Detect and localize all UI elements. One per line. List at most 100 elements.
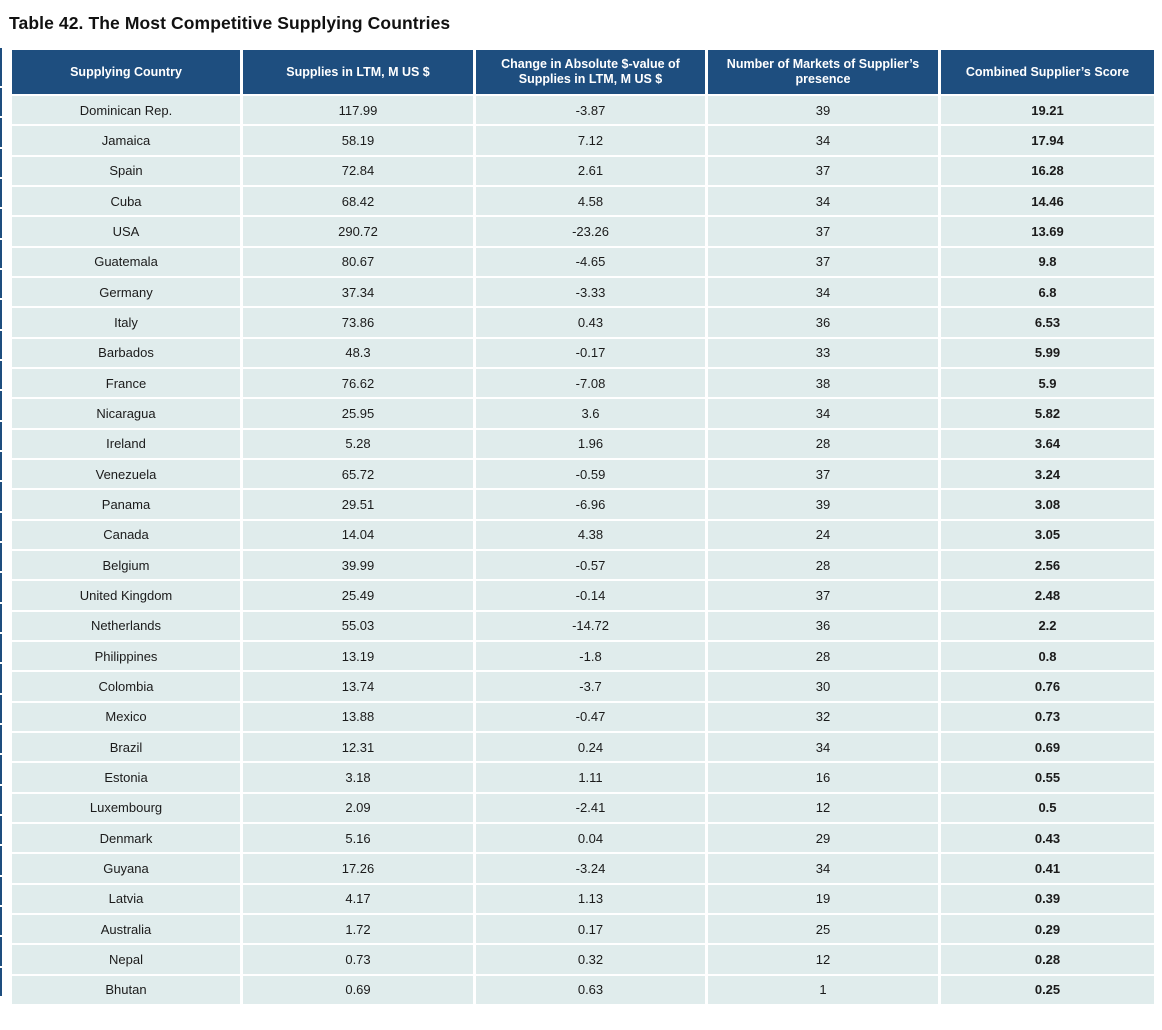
cell-change-in-absolute-value: -3.87 (473, 93, 708, 127)
table-row: Mexico 13.88 -0.47 32 0.73 (9, 700, 1157, 733)
table-row: Dominican Rep. 117.99 -3.87 39 19.21 (9, 93, 1157, 127)
cell-change-in-absolute-value: 4.58 (473, 184, 708, 218)
cell-supplies-in-ltm: 58.19 (240, 124, 476, 157)
cell-supplying-country: Italy (9, 306, 243, 339)
cell-combined-score: 0.69 (938, 730, 1157, 764)
cell-number-of-markets: 39 (705, 488, 941, 521)
cell-change-in-absolute-value: 0.24 (473, 730, 708, 764)
cell-supplies-in-ltm: 14.04 (240, 518, 476, 551)
header-row: Supplying Country Supplies in LTM, M US $… (9, 48, 1157, 96)
cell-supplies-in-ltm: 80.67 (240, 245, 476, 278)
table-row: Latvia 4.17 1.13 19 0.39 (9, 882, 1157, 915)
cell-supplying-country: Bhutan (9, 973, 243, 1006)
cell-combined-score: 0.29 (938, 912, 1157, 946)
cell-combined-score: 0.55 (938, 761, 1157, 794)
table-row: Australia 1.72 0.17 25 0.29 (9, 912, 1157, 946)
cell-combined-score: 5.9 (938, 366, 1157, 400)
table-left-edge-mark (0, 512, 2, 541)
table-row: USA 290.72 -23.26 37 13.69 (9, 215, 1157, 248)
cell-change-in-absolute-value: 1.11 (473, 761, 708, 794)
table-left-edge-mark (0, 88, 2, 117)
cell-change-in-absolute-value: 1.96 (473, 427, 708, 460)
table-left-edge-mark (0, 664, 2, 693)
table-row: Spain 72.84 2.61 37 16.28 (9, 154, 1157, 187)
table-left-edge-mark (0, 148, 2, 177)
table-left-edge-mark (0, 360, 2, 390)
cell-number-of-markets: 32 (705, 700, 941, 733)
table-left-edge-mark (0, 391, 2, 420)
cell-change-in-absolute-value: 1.13 (473, 882, 708, 915)
cell-combined-score: 0.76 (938, 670, 1157, 703)
cell-combined-score: 17.94 (938, 124, 1157, 157)
cell-change-in-absolute-value: -1.8 (473, 639, 708, 673)
cell-supplying-country: France (9, 366, 243, 400)
table-left-edge-mark (0, 846, 2, 875)
cell-number-of-markets: 12 (705, 791, 941, 824)
cell-combined-score: 0.28 (938, 943, 1157, 976)
cell-supplying-country: Spain (9, 154, 243, 187)
cell-combined-score: 2.48 (938, 579, 1157, 612)
cell-change-in-absolute-value: 0.63 (473, 973, 708, 1006)
cell-supplies-in-ltm: 13.19 (240, 639, 476, 673)
cell-change-in-absolute-value: -7.08 (473, 366, 708, 400)
cell-supplying-country: Australia (9, 912, 243, 946)
cell-change-in-absolute-value: 4.38 (473, 518, 708, 551)
cell-supplies-in-ltm: 73.86 (240, 306, 476, 339)
table-row: Guatemala 80.67 -4.65 37 9.8 (9, 245, 1157, 278)
table-row: France 76.62 -7.08 38 5.9 (9, 366, 1157, 400)
cell-number-of-markets: 25 (705, 912, 941, 946)
table-left-edge-mark (0, 785, 2, 814)
cell-supplying-country: Luxembourg (9, 791, 243, 824)
cell-change-in-absolute-value: -0.14 (473, 579, 708, 612)
cell-supplying-country: Barbados (9, 336, 243, 369)
cell-change-in-absolute-value: -4.65 (473, 245, 708, 278)
cell-change-in-absolute-value: 0.04 (473, 821, 708, 855)
table-left-edge-mark (0, 330, 2, 359)
cell-combined-score: 0.43 (938, 821, 1157, 855)
cell-combined-score: 9.8 (938, 245, 1157, 278)
cell-supplies-in-ltm: 290.72 (240, 215, 476, 248)
cell-supplies-in-ltm: 0.69 (240, 973, 476, 1006)
cell-supplying-country: Netherlands (9, 609, 243, 642)
cell-change-in-absolute-value: -0.59 (473, 457, 708, 491)
cell-supplies-in-ltm: 1.72 (240, 912, 476, 946)
cell-combined-score: 14.46 (938, 184, 1157, 218)
table-row: Barbados 48.3 -0.17 33 5.99 (9, 336, 1157, 369)
table-left-edge-marks (0, 48, 2, 996)
table-left-edge-mark (0, 603, 2, 632)
cell-change-in-absolute-value: -0.57 (473, 548, 708, 582)
table-row: Philippines 13.19 -1.8 28 0.8 (9, 639, 1157, 673)
cell-combined-score: 3.24 (938, 457, 1157, 491)
cell-supplying-country: Guyana (9, 852, 243, 885)
cell-supplying-country: Nepal (9, 943, 243, 976)
column-header-combined-score: Combined Supplier’s Score (938, 48, 1157, 96)
table-left-edge-mark (0, 48, 2, 86)
cell-change-in-absolute-value: -2.41 (473, 791, 708, 824)
cell-combined-score: 0.8 (938, 639, 1157, 673)
cell-number-of-markets: 37 (705, 154, 941, 187)
cell-combined-score: 0.25 (938, 973, 1157, 1006)
cell-number-of-markets: 39 (705, 93, 941, 127)
cell-change-in-absolute-value: -3.7 (473, 670, 708, 703)
cell-supplies-in-ltm: 55.03 (240, 609, 476, 642)
table-wrap: Supplying Country Supplies in LTM, M US $… (0, 48, 1157, 1006)
table-row: Bhutan 0.69 0.63 1 0.25 (9, 973, 1157, 1006)
table-row: Italy 73.86 0.43 36 6.53 (9, 306, 1157, 339)
cell-supplies-in-ltm: 0.73 (240, 943, 476, 976)
table-left-edge-mark (0, 724, 2, 754)
table-row: Nepal 0.73 0.32 12 0.28 (9, 943, 1157, 976)
table-left-edge-mark (0, 178, 2, 208)
cell-number-of-markets: 28 (705, 427, 941, 460)
cell-combined-score: 5.99 (938, 336, 1157, 369)
cell-number-of-markets: 34 (705, 184, 941, 218)
cell-number-of-markets: 16 (705, 761, 941, 794)
cell-number-of-markets: 1 (705, 973, 941, 1006)
cell-combined-score: 16.28 (938, 154, 1157, 187)
cell-combined-score: 6.53 (938, 306, 1157, 339)
table-row: Estonia 3.18 1.11 16 0.55 (9, 761, 1157, 794)
table-left-edge-mark (0, 482, 2, 511)
cell-supplies-in-ltm: 3.18 (240, 761, 476, 794)
cell-number-of-markets: 33 (705, 336, 941, 369)
cell-change-in-absolute-value: -0.47 (473, 700, 708, 733)
